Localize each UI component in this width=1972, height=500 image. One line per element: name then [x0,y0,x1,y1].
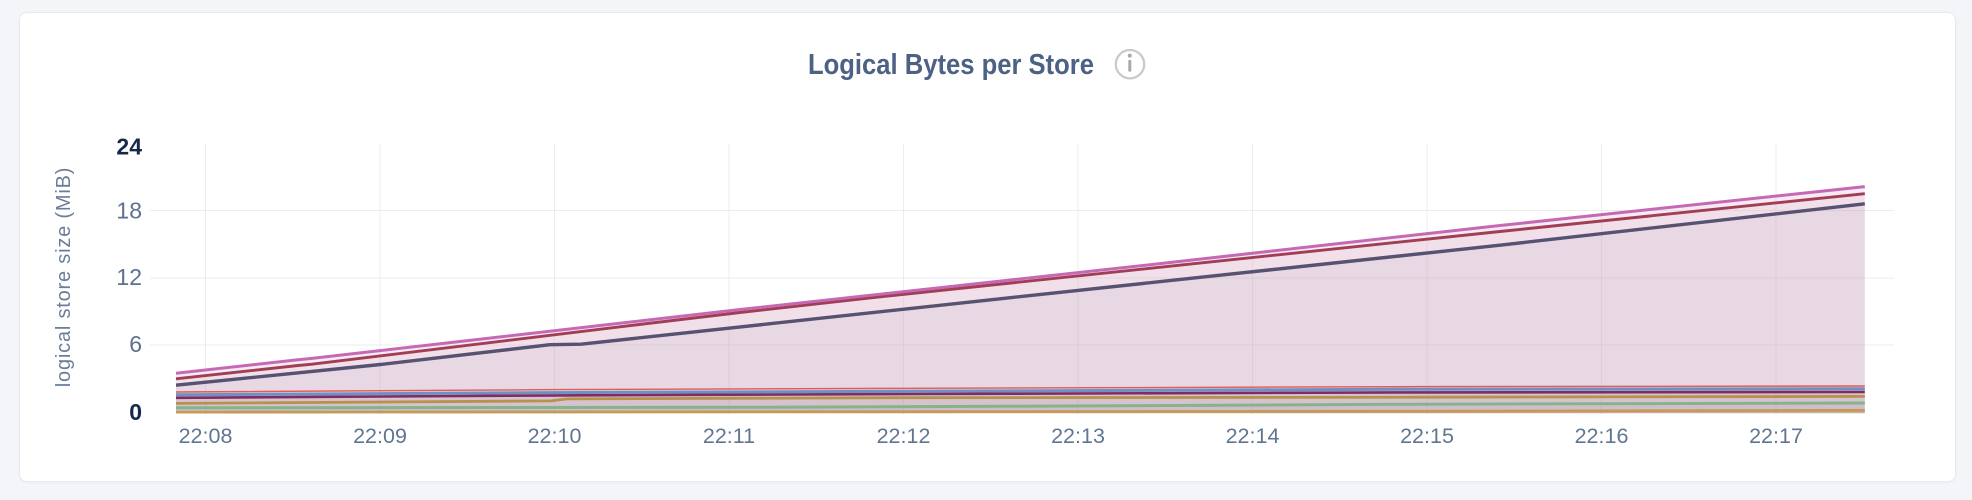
svg-text:6: 6 [129,331,142,357]
svg-text:0: 0 [129,399,142,425]
svg-text:24: 24 [116,134,142,160]
svg-text:22:17: 22:17 [1749,424,1803,448]
svg-text:22:16: 22:16 [1575,424,1629,448]
svg-text:22:14: 22:14 [1226,424,1280,448]
svg-text:22:12: 22:12 [877,424,931,448]
svg-text:22:11: 22:11 [703,424,755,448]
svg-text:22:08: 22:08 [179,424,233,448]
svg-text:22:10: 22:10 [528,424,582,448]
svg-text:22:09: 22:09 [353,424,407,448]
svg-text:18: 18 [116,198,142,224]
svg-text:22:13: 22:13 [1051,424,1105,448]
svg-text:Logical Bytes per Store: Logical Bytes per Store [808,49,1094,81]
svg-text:22:15: 22:15 [1400,424,1454,448]
svg-text:logical store size (MiB): logical store size (MiB) [53,167,75,387]
svg-text:12: 12 [116,264,142,290]
